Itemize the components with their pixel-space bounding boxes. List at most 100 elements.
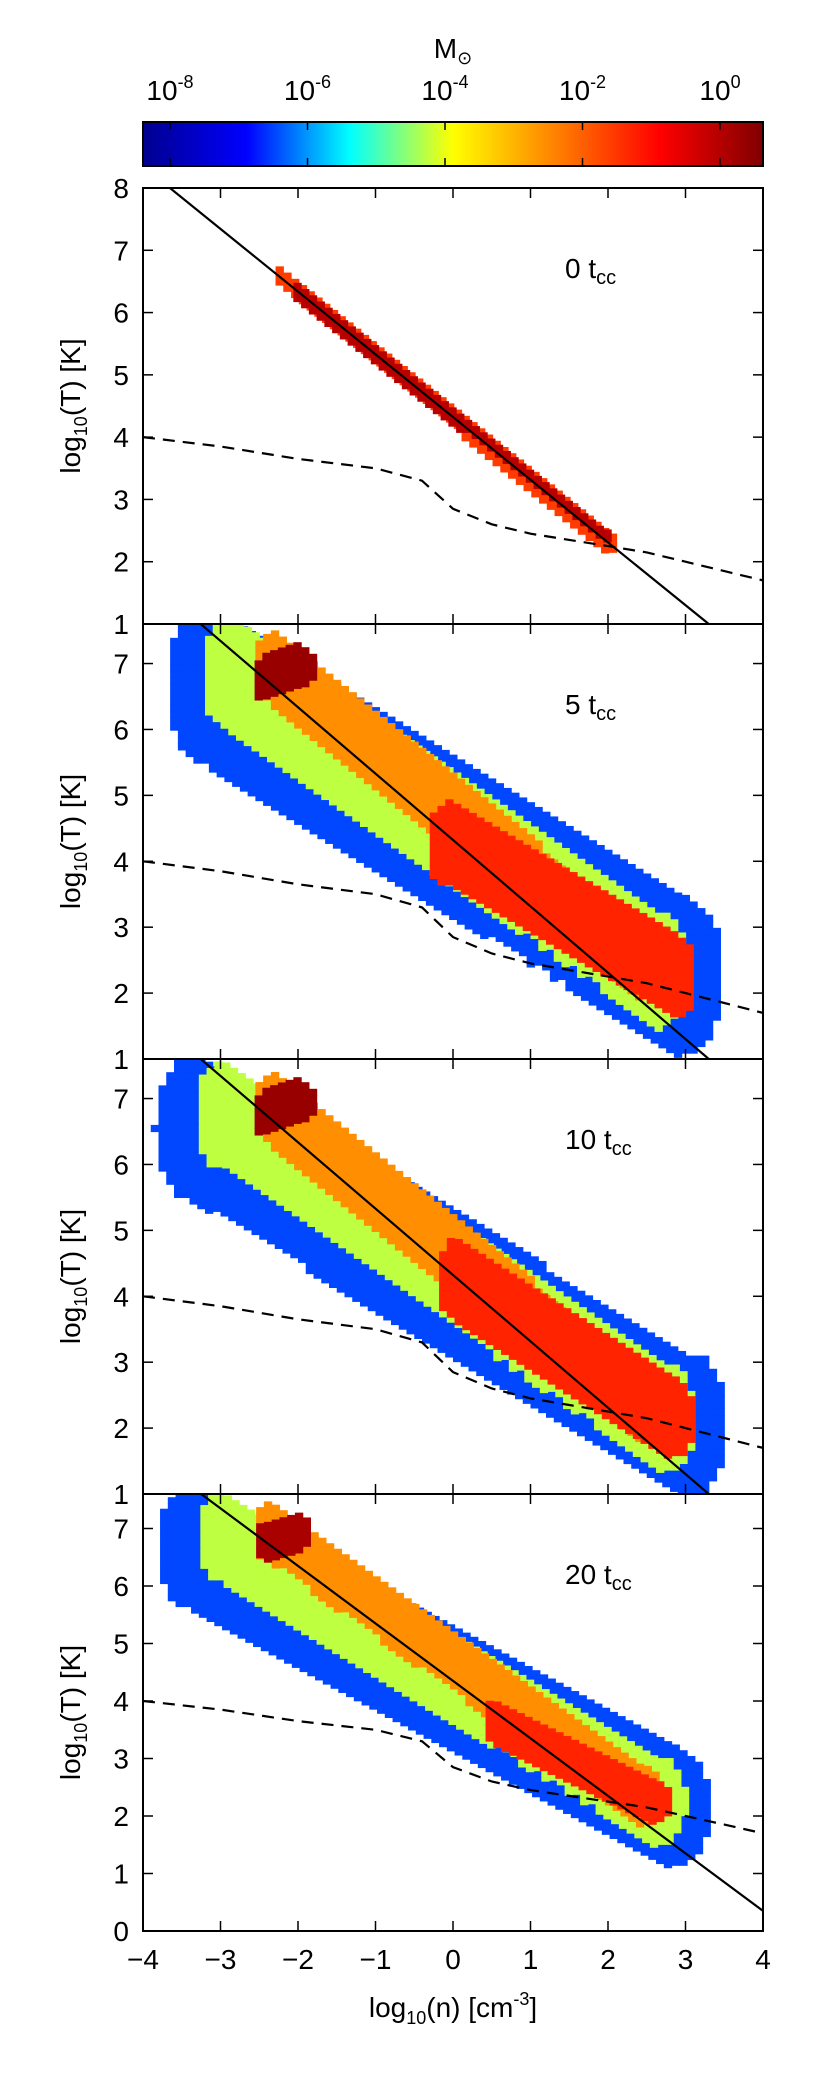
heatmap-cell (685, 957, 694, 965)
heatmap-cell (507, 855, 516, 863)
heatmap-cell (573, 830, 582, 838)
heatmap-cell (232, 740, 241, 748)
heatmap-cell (383, 1313, 392, 1321)
heatmap-cell (608, 914, 617, 922)
heatmap-cell (456, 426, 465, 433)
heatmap-cell (542, 824, 551, 833)
colorbar-tick-label: 10-4 (421, 72, 468, 106)
heatmap-cell (224, 617, 232, 624)
heatmap-cell (592, 968, 601, 976)
heatmap-cell (313, 747, 322, 756)
heatmap-cell (313, 787, 322, 795)
heatmap-cell (515, 886, 524, 894)
heatmap-cell (340, 758, 349, 766)
heatmap-cell (270, 783, 280, 791)
heatmap-cell (270, 636, 280, 645)
heatmap-cell (375, 797, 384, 805)
heatmap-cell (356, 724, 365, 732)
heatmap-cell (530, 928, 539, 936)
heatmap-cell (367, 805, 377, 813)
heatmap-cell (197, 1162, 206, 1170)
heatmap-cell (348, 758, 357, 766)
heatmap-cell (476, 843, 485, 852)
heatmap-cell (398, 813, 408, 822)
heatmap-cell (522, 904, 532, 912)
heatmap-cell (247, 762, 256, 771)
heatmap-cell (243, 673, 253, 681)
heatmap-cell (704, 934, 714, 942)
heatmap-cell (286, 695, 295, 703)
heatmap-cell (212, 1198, 222, 1206)
heatmap-cell (383, 809, 392, 817)
heatmap-cell (689, 901, 698, 909)
heatmap-cell (410, 875, 419, 884)
heatmap-cell (236, 726, 245, 735)
heatmap-cell (468, 839, 477, 847)
heatmap-cell (526, 953, 535, 961)
heatmap-cell (499, 883, 508, 892)
heatmap-cell (308, 666, 318, 675)
heatmap-cell (332, 686, 342, 694)
heatmap-cell (305, 1233, 315, 1242)
heatmap-cell (650, 1029, 659, 1038)
heatmap-cell (243, 712, 253, 720)
heatmap-cell (282, 1246, 291, 1254)
heatmap-cell (584, 870, 594, 878)
heatmap-cell (301, 707, 311, 716)
heatmap-cell (375, 1302, 384, 1310)
heatmap-cell (193, 756, 202, 764)
heatmap-cell (367, 1277, 377, 1285)
colorbar: M⊙10-8 10-6 10-4 10-2 100 (142, 33, 764, 167)
heatmap-cell (379, 850, 388, 858)
heatmap-cell (379, 756, 388, 764)
heatmap-cell (294, 817, 303, 825)
heatmap-cell (158, 1138, 167, 1146)
heatmap-cell (332, 828, 342, 836)
heatmap-cell (406, 819, 415, 827)
heatmap-cell (363, 777, 373, 785)
heatmap-cell (662, 979, 671, 987)
heatmap-cell (193, 730, 202, 738)
heatmap-cell (600, 910, 609, 918)
heatmap-cell (205, 675, 214, 683)
heatmap-cell (523, 465, 532, 473)
heatmap-cell (600, 980, 609, 988)
heatmap-cell (491, 839, 501, 847)
heatmap-cell (262, 652, 271, 660)
heatmap-cell (394, 735, 404, 744)
heatmap-cell (379, 789, 388, 797)
heatmap-cell (546, 942, 555, 950)
heatmap-cell (363, 770, 373, 778)
heatmap-cell (375, 1288, 384, 1297)
heatmap-cell (603, 535, 612, 543)
heatmap-cell (584, 960, 594, 968)
heatmap-cell (270, 796, 280, 805)
heatmap-cell (615, 991, 625, 999)
heatmap-cell (584, 933, 594, 942)
heatmap-cell (158, 1105, 167, 1113)
heatmap-cell (631, 903, 640, 911)
heatmap-cell (236, 1179, 245, 1187)
heatmap-cell (472, 775, 481, 783)
heatmap-cell (344, 1290, 353, 1298)
heatmap-cell (298, 776, 307, 784)
heatmap-cell (697, 954, 706, 962)
heatmap-cell (309, 807, 318, 815)
heatmap-cell (220, 1169, 229, 1177)
heatmap-cell (228, 1194, 237, 1202)
heatmap-cell (569, 931, 578, 939)
heatmap-cell (193, 611, 201, 618)
heatmap-cell (232, 779, 241, 787)
heatmap-cell (418, 880, 427, 888)
heatmap-cell (515, 906, 524, 914)
heatmap-cell (394, 721, 404, 729)
heatmap-cell (255, 780, 264, 788)
heatmap-cell (391, 815, 400, 823)
heatmap-cell (584, 927, 594, 935)
heatmap-cell (584, 920, 594, 928)
heatmap-cell (216, 737, 225, 745)
heatmap-cell (321, 766, 330, 774)
heatmap-cell (487, 930, 497, 938)
heatmap-cell (670, 957, 679, 965)
heatmap-cell (277, 667, 287, 675)
